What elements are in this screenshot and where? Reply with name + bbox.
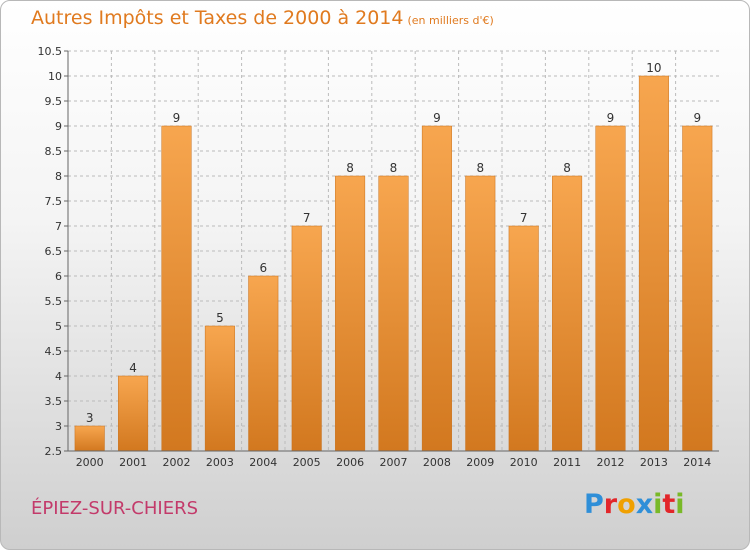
x-tick-label: 2012 [597, 456, 625, 469]
logo-letter: r [603, 489, 618, 520]
logo-letter: t [662, 489, 676, 520]
bar [74, 425, 105, 452]
bar-data-label: 10 [646, 61, 661, 75]
chart-title: Autres Impôts et Taxes de 2000 à 2014 (en… [31, 7, 494, 29]
y-tick-label: 6.5 [45, 245, 63, 258]
y-tick-label: 5.5 [45, 295, 63, 308]
bar [291, 225, 322, 452]
x-tick-label: 2011 [553, 456, 581, 469]
bar-data-label: 8 [476, 161, 484, 175]
logo-letter: i [675, 489, 685, 520]
bar [595, 125, 626, 452]
bar [335, 175, 366, 452]
y-tick-label: 4.5 [45, 345, 63, 358]
bar [118, 375, 149, 452]
y-tick-label: 3 [55, 420, 62, 433]
x-tick-label: 2004 [249, 456, 277, 469]
bar-data-label: 5 [216, 311, 224, 325]
y-tick-label: 5 [55, 320, 62, 333]
place-name: ÉPIEZ-SUR-CHIERS [31, 498, 199, 519]
logo-letter: o [617, 489, 636, 520]
y-tick-label: 3.5 [45, 395, 63, 408]
bar-data-label: 4 [129, 361, 137, 375]
bar [204, 325, 235, 452]
logo-letter: i [653, 489, 663, 520]
bar-data-label: 8 [346, 161, 354, 175]
x-tick-label: 2013 [640, 456, 668, 469]
x-tick-label: 2000 [76, 456, 104, 469]
chart-subtitle: (en milliers d'€) [407, 14, 494, 27]
x-tick-label: 2001 [119, 456, 147, 469]
bar [682, 125, 713, 452]
bar-data-label: 9 [433, 111, 441, 125]
y-tick-label: 9 [55, 120, 62, 133]
bar-data-label: 3 [86, 411, 94, 425]
bar-data-label: 6 [259, 261, 267, 275]
bar-data-label: 9 [173, 111, 181, 125]
y-tick-label: 9.5 [45, 95, 63, 108]
x-tick-label: 2002 [163, 456, 191, 469]
bar-data-label: 8 [390, 161, 398, 175]
x-tick-label: 2007 [380, 456, 408, 469]
y-tick-label: 4 [55, 370, 62, 383]
y-tick-label: 7.5 [45, 195, 63, 208]
bar [161, 125, 192, 452]
x-tick-label: 2006 [336, 456, 364, 469]
bar-data-label: 7 [520, 211, 528, 225]
bar-data-label: 7 [303, 211, 311, 225]
y-tick-label: 6 [55, 270, 62, 283]
bar [465, 175, 496, 452]
y-tick-label: 7 [55, 220, 62, 233]
bar [378, 175, 409, 452]
y-tick-label: 2.5 [45, 445, 63, 458]
logo-letter: x [635, 489, 654, 520]
chart-title-text: Autres Impôts et Taxes de 2000 à 2014 [31, 7, 404, 29]
bar [421, 125, 452, 452]
bar-data-label: 8 [563, 161, 571, 175]
bar [248, 275, 279, 452]
bar-data-label: 9 [693, 111, 701, 125]
y-tick-label: 8 [55, 170, 62, 183]
x-tick-label: 2003 [206, 456, 234, 469]
bar [638, 75, 669, 452]
y-tick-label: 8.5 [45, 145, 63, 158]
x-tick-label: 2005 [293, 456, 321, 469]
bar [552, 175, 583, 452]
y-tick-label: 10.5 [38, 45, 63, 58]
x-tick-label: 2010 [510, 456, 538, 469]
bar [508, 225, 539, 452]
logo-letter: P [584, 489, 604, 520]
bar-data-label: 9 [607, 111, 615, 125]
y-tick-label: 10 [48, 70, 62, 83]
x-tick-label: 2009 [466, 456, 494, 469]
proxiti-logo: Proxiti [584, 489, 685, 520]
x-tick-label: 2014 [683, 456, 711, 469]
x-tick-label: 2008 [423, 456, 451, 469]
